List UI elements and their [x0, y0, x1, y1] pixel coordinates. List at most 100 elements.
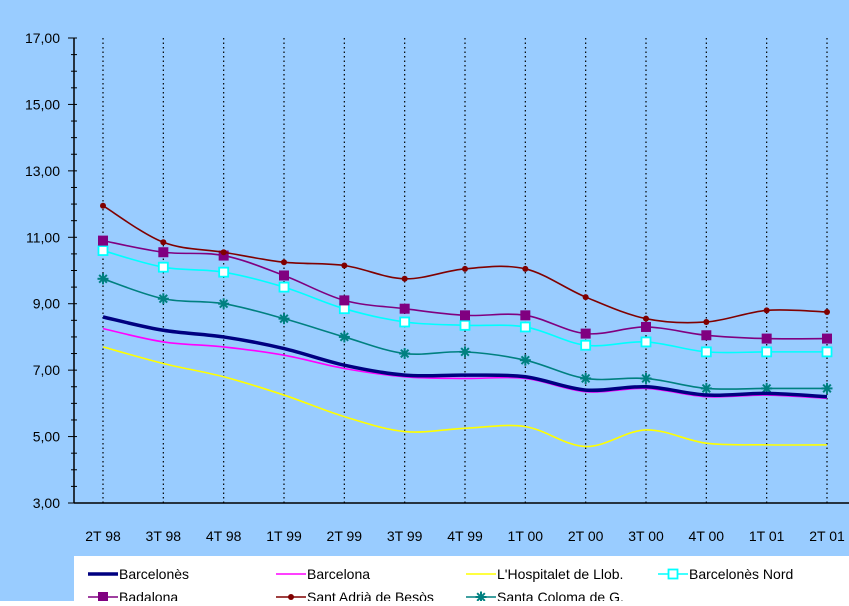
- data-point: [401, 275, 408, 282]
- data-point: [160, 239, 167, 246]
- data-point: [641, 321, 651, 332]
- data-point: [580, 372, 592, 384]
- data-point: [522, 265, 529, 272]
- data-point: [339, 295, 350, 306]
- data-point: [763, 307, 770, 314]
- legend-box: [74, 556, 849, 606]
- data-point: [519, 354, 531, 366]
- y-tick-label: 9,00: [33, 296, 60, 312]
- data-point: [338, 331, 350, 343]
- data-point: [640, 372, 652, 384]
- data-point: [338, 303, 350, 315]
- x-tick-label: 2T 98: [85, 528, 121, 544]
- series-santa-coloma-de-g: [97, 273, 833, 394]
- axes: 3,00 5,00 7,00 9,00 11,00 13,00 15,00 17,00 2T 9…: [25, 30, 849, 544]
- data-point: [460, 310, 470, 321]
- legend-item: Barcelonès: [88, 566, 189, 582]
- legend: Barcelonès Barcelona L'Hospitalet de Llob.…: [74, 556, 849, 606]
- x-tick-label: 3T 98: [146, 528, 182, 544]
- data-point: [821, 382, 833, 394]
- y-tick-label: 11,00: [26, 229, 60, 245]
- data-point: [701, 330, 712, 341]
- series-barcelon-s-nord: [97, 245, 833, 358]
- data-point: [97, 245, 109, 256]
- x-tick-label: 3T 00: [628, 528, 664, 544]
- data-point: [399, 303, 410, 314]
- data-point: [580, 328, 591, 339]
- data-point: [700, 346, 712, 358]
- data-point: [459, 319, 471, 331]
- series-lines: [97, 202, 833, 448]
- series-l-hospitalet-de-llob: [102, 346, 828, 448]
- data-point: [519, 321, 531, 333]
- data-point: [462, 265, 468, 272]
- data-point: [399, 348, 411, 360]
- x-tick-label: 1T 99: [266, 528, 302, 544]
- data-point: [399, 316, 411, 328]
- data-point: [157, 293, 169, 305]
- data-point: [218, 298, 230, 310]
- data-point: [822, 333, 832, 344]
- y-tick-label: 13,00: [25, 163, 60, 179]
- data-point: [278, 313, 290, 325]
- legend-marker: [667, 568, 679, 580]
- x-tick-label: 2T 99: [327, 528, 363, 544]
- data-point: [459, 346, 471, 358]
- series-line: [102, 315, 828, 399]
- x-tick-label: 1T 01: [749, 528, 785, 544]
- data-point: [582, 294, 589, 301]
- x-tick-label: 3T 99: [387, 528, 423, 544]
- legend-label: Barcelonès: [119, 566, 189, 582]
- data-point: [761, 346, 773, 358]
- data-point: [824, 309, 830, 316]
- legend-marker: [98, 592, 108, 602]
- data-point: [218, 266, 230, 278]
- x-tick-label: 1T 00: [508, 528, 544, 544]
- data-point: [158, 247, 169, 258]
- legend-item: Barcelona: [276, 566, 370, 582]
- x-tick-label: 4T 00: [689, 528, 725, 544]
- data-point: [157, 261, 169, 273]
- data-point: [341, 262, 348, 269]
- legend-label: Badalona: [119, 589, 178, 601]
- x-tick-label: 4T 99: [447, 528, 483, 544]
- data-point: [703, 318, 710, 325]
- y-tick-label: 15,00: [25, 96, 60, 112]
- data-point: [761, 333, 772, 344]
- legend-label: Santa Coloma de G.: [497, 589, 624, 601]
- y-tick-label: 7,00: [33, 362, 60, 378]
- data-point: [278, 281, 290, 293]
- data-point: [279, 270, 289, 281]
- series-badalona: [98, 235, 832, 344]
- data-point: [98, 235, 108, 246]
- y-tick-label: 17,00: [25, 30, 60, 46]
- data-point: [281, 259, 287, 266]
- series-line: [102, 346, 828, 448]
- data-point: [97, 273, 109, 285]
- y-tick-label: 3,00: [33, 495, 60, 511]
- data-point: [220, 249, 227, 256]
- data-point: [821, 346, 833, 358]
- legend-label: L'Hospitalet de Llob.: [497, 566, 623, 582]
- legend-item: Barcelonès Nord: [658, 566, 793, 582]
- legend-marker: [288, 594, 294, 600]
- data-point: [643, 315, 649, 322]
- legend-item: L'Hospitalet de Llob.: [466, 566, 623, 582]
- data-point: [640, 336, 652, 348]
- legend-label: Sant Adrià de Besòs: [307, 589, 434, 601]
- legend-label: Barcelonès Nord: [689, 566, 793, 582]
- x-tick-label: 2T 01: [809, 528, 845, 544]
- x-tick-label: 4T 98: [206, 528, 242, 544]
- data-point: [100, 202, 106, 209]
- data-point: [580, 339, 592, 351]
- series-sant-adri-de-bes-s: [100, 202, 830, 325]
- data-point: [700, 382, 712, 394]
- series-barcelon-s: [102, 315, 828, 399]
- x-tick-label: 2T 00: [568, 528, 604, 544]
- y-tick-label: 5,00: [33, 429, 60, 445]
- data-point: [761, 382, 773, 394]
- data-point: [520, 310, 531, 321]
